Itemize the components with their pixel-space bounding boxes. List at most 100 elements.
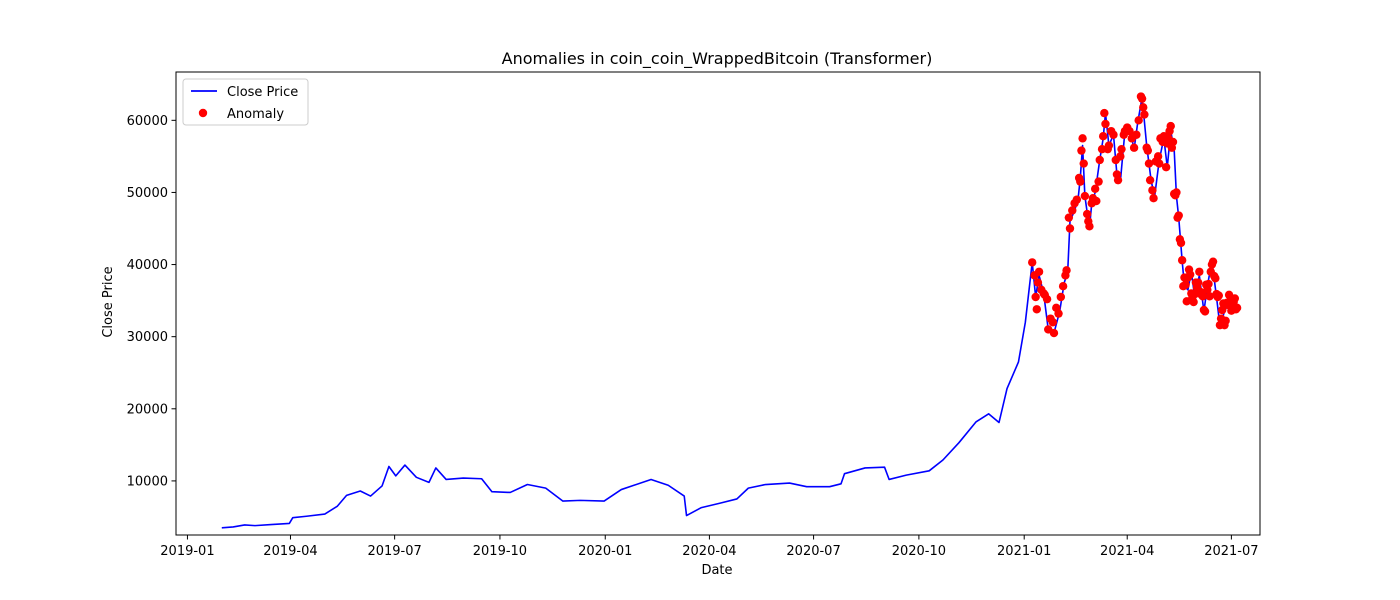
x-tick-label: 2020-04 (682, 544, 736, 559)
x-tick-label: 2021-04 (1100, 544, 1154, 559)
y-tick-label: 40000 (127, 258, 168, 273)
anomaly-point (1181, 280, 1190, 289)
anomaly-point (1117, 144, 1126, 154)
chart-title: Anomalies in coin_coin_WrappedBitcoin (T… (502, 49, 933, 69)
anomaly-point (1208, 257, 1218, 266)
anomaly-point (1153, 152, 1163, 161)
anomaly-point (1232, 303, 1242, 313)
anomaly-point (1143, 146, 1153, 155)
x-tick-label: 2019-07 (367, 544, 421, 559)
anomaly-point (1174, 211, 1183, 220)
anomaly-point (1195, 267, 1204, 276)
anomaly-point (1058, 281, 1068, 291)
anomaly-point (1176, 238, 1186, 248)
anomaly-point (1031, 292, 1040, 302)
anomaly-point (1090, 184, 1100, 194)
anomaly-point (1082, 209, 1092, 219)
anomaly-point (1193, 278, 1203, 287)
x-tick-label: 2019-04 (263, 544, 317, 559)
anomaly-point (1137, 94, 1147, 103)
anomaly-point (1144, 159, 1154, 168)
anomaly-point (1230, 294, 1240, 303)
anomaly-point (1189, 297, 1198, 307)
plot-frame (175, 71, 1261, 536)
anomaly-point (1204, 279, 1213, 289)
legend: Close Price Anomaly (182, 78, 309, 126)
anomaly-point (1079, 159, 1088, 168)
anomaly-point (1109, 130, 1118, 139)
anomaly-point (1149, 194, 1158, 203)
anomaly-point (1064, 213, 1074, 222)
anomaly-point (1104, 141, 1114, 150)
anomaly-point (1094, 177, 1103, 186)
anomaly-point (1100, 108, 1109, 118)
anomaly-point (1065, 224, 1075, 233)
anomaly-point (1085, 222, 1094, 231)
anomaly-point (1172, 188, 1181, 197)
anomaly-point (1095, 155, 1104, 165)
anomaly-point (1148, 186, 1157, 195)
anomaly-point (1198, 292, 1207, 301)
anomaly-point (1078, 134, 1087, 143)
anomaly-point (1139, 103, 1148, 112)
axes: 2019-01 2019-04 2019-07 2019-10 2020-01 2020-… (127, 71, 1261, 559)
y-tick-label: 60000 (127, 114, 168, 129)
y-tick-label: 50000 (127, 186, 168, 201)
anomaly-point (1155, 159, 1164, 168)
anomaly-point (1032, 305, 1041, 314)
anomaly-point (1048, 318, 1058, 327)
anomaly-point (1054, 309, 1063, 318)
x-tick-label: 2021-07 (1204, 544, 1258, 559)
anomaly-point (1033, 278, 1043, 287)
anomaly-point (1049, 328, 1059, 338)
anomaly-point (1200, 307, 1210, 316)
y-tick-label: 30000 (127, 330, 168, 345)
anomaly-point (1125, 126, 1134, 136)
close-price-line (221, 96, 1238, 529)
anomaly-point (1182, 297, 1191, 306)
legend-marker-swatch (198, 108, 208, 118)
anomaly-point (1140, 110, 1149, 119)
anomaly-point (1056, 292, 1066, 302)
anomaly-point (1221, 316, 1230, 326)
anomaly-point (1098, 131, 1108, 141)
anomaly-point (1062, 266, 1071, 275)
anomaly-point (1205, 292, 1214, 301)
anomaly-point (1076, 177, 1085, 186)
y-tick-label: 10000 (127, 474, 168, 489)
x-tick-label: 2019-01 (160, 544, 214, 559)
x-axis-label: Date (701, 563, 732, 578)
anomaly-point (1134, 116, 1143, 125)
anomaly-point (1028, 258, 1037, 267)
anomaly-point (1034, 267, 1044, 276)
anomaly-point (1042, 294, 1052, 304)
legend-label-close-price: Close Price (227, 85, 298, 100)
anomaly-point (1101, 119, 1110, 129)
anomaly-point (1072, 195, 1082, 204)
anomaly-point (1168, 137, 1178, 147)
x-tick-label: 2021-01 (997, 544, 1051, 559)
anomaly-point (1080, 191, 1090, 201)
anomaly-point (1068, 206, 1077, 215)
x-tick-label: 2020-07 (786, 544, 840, 559)
plot-area (221, 92, 1242, 529)
anomaly-point (1214, 291, 1223, 300)
anomaly-point (1092, 196, 1101, 206)
anomaly-point (1185, 270, 1195, 279)
legend-label-anomaly: Anomaly (227, 107, 284, 122)
y-axis-label: Close Price (101, 266, 116, 337)
anomaly-point (1177, 256, 1187, 265)
y-tick-label: 20000 (127, 402, 168, 417)
anomaly-point (1161, 163, 1171, 172)
anomaly-point (1077, 146, 1086, 155)
x-tick-label: 2020-10 (892, 544, 946, 559)
anomaly-point (1218, 305, 1227, 315)
x-tick-label: 2019-10 (473, 544, 527, 559)
anomaly-point (1145, 175, 1155, 185)
anomaly-point (1113, 175, 1123, 185)
anomaly-point (1132, 130, 1141, 139)
x-tick-label: 2020-01 (578, 544, 632, 559)
anomaly-point (1129, 143, 1139, 152)
anomaly-point (1166, 121, 1175, 131)
